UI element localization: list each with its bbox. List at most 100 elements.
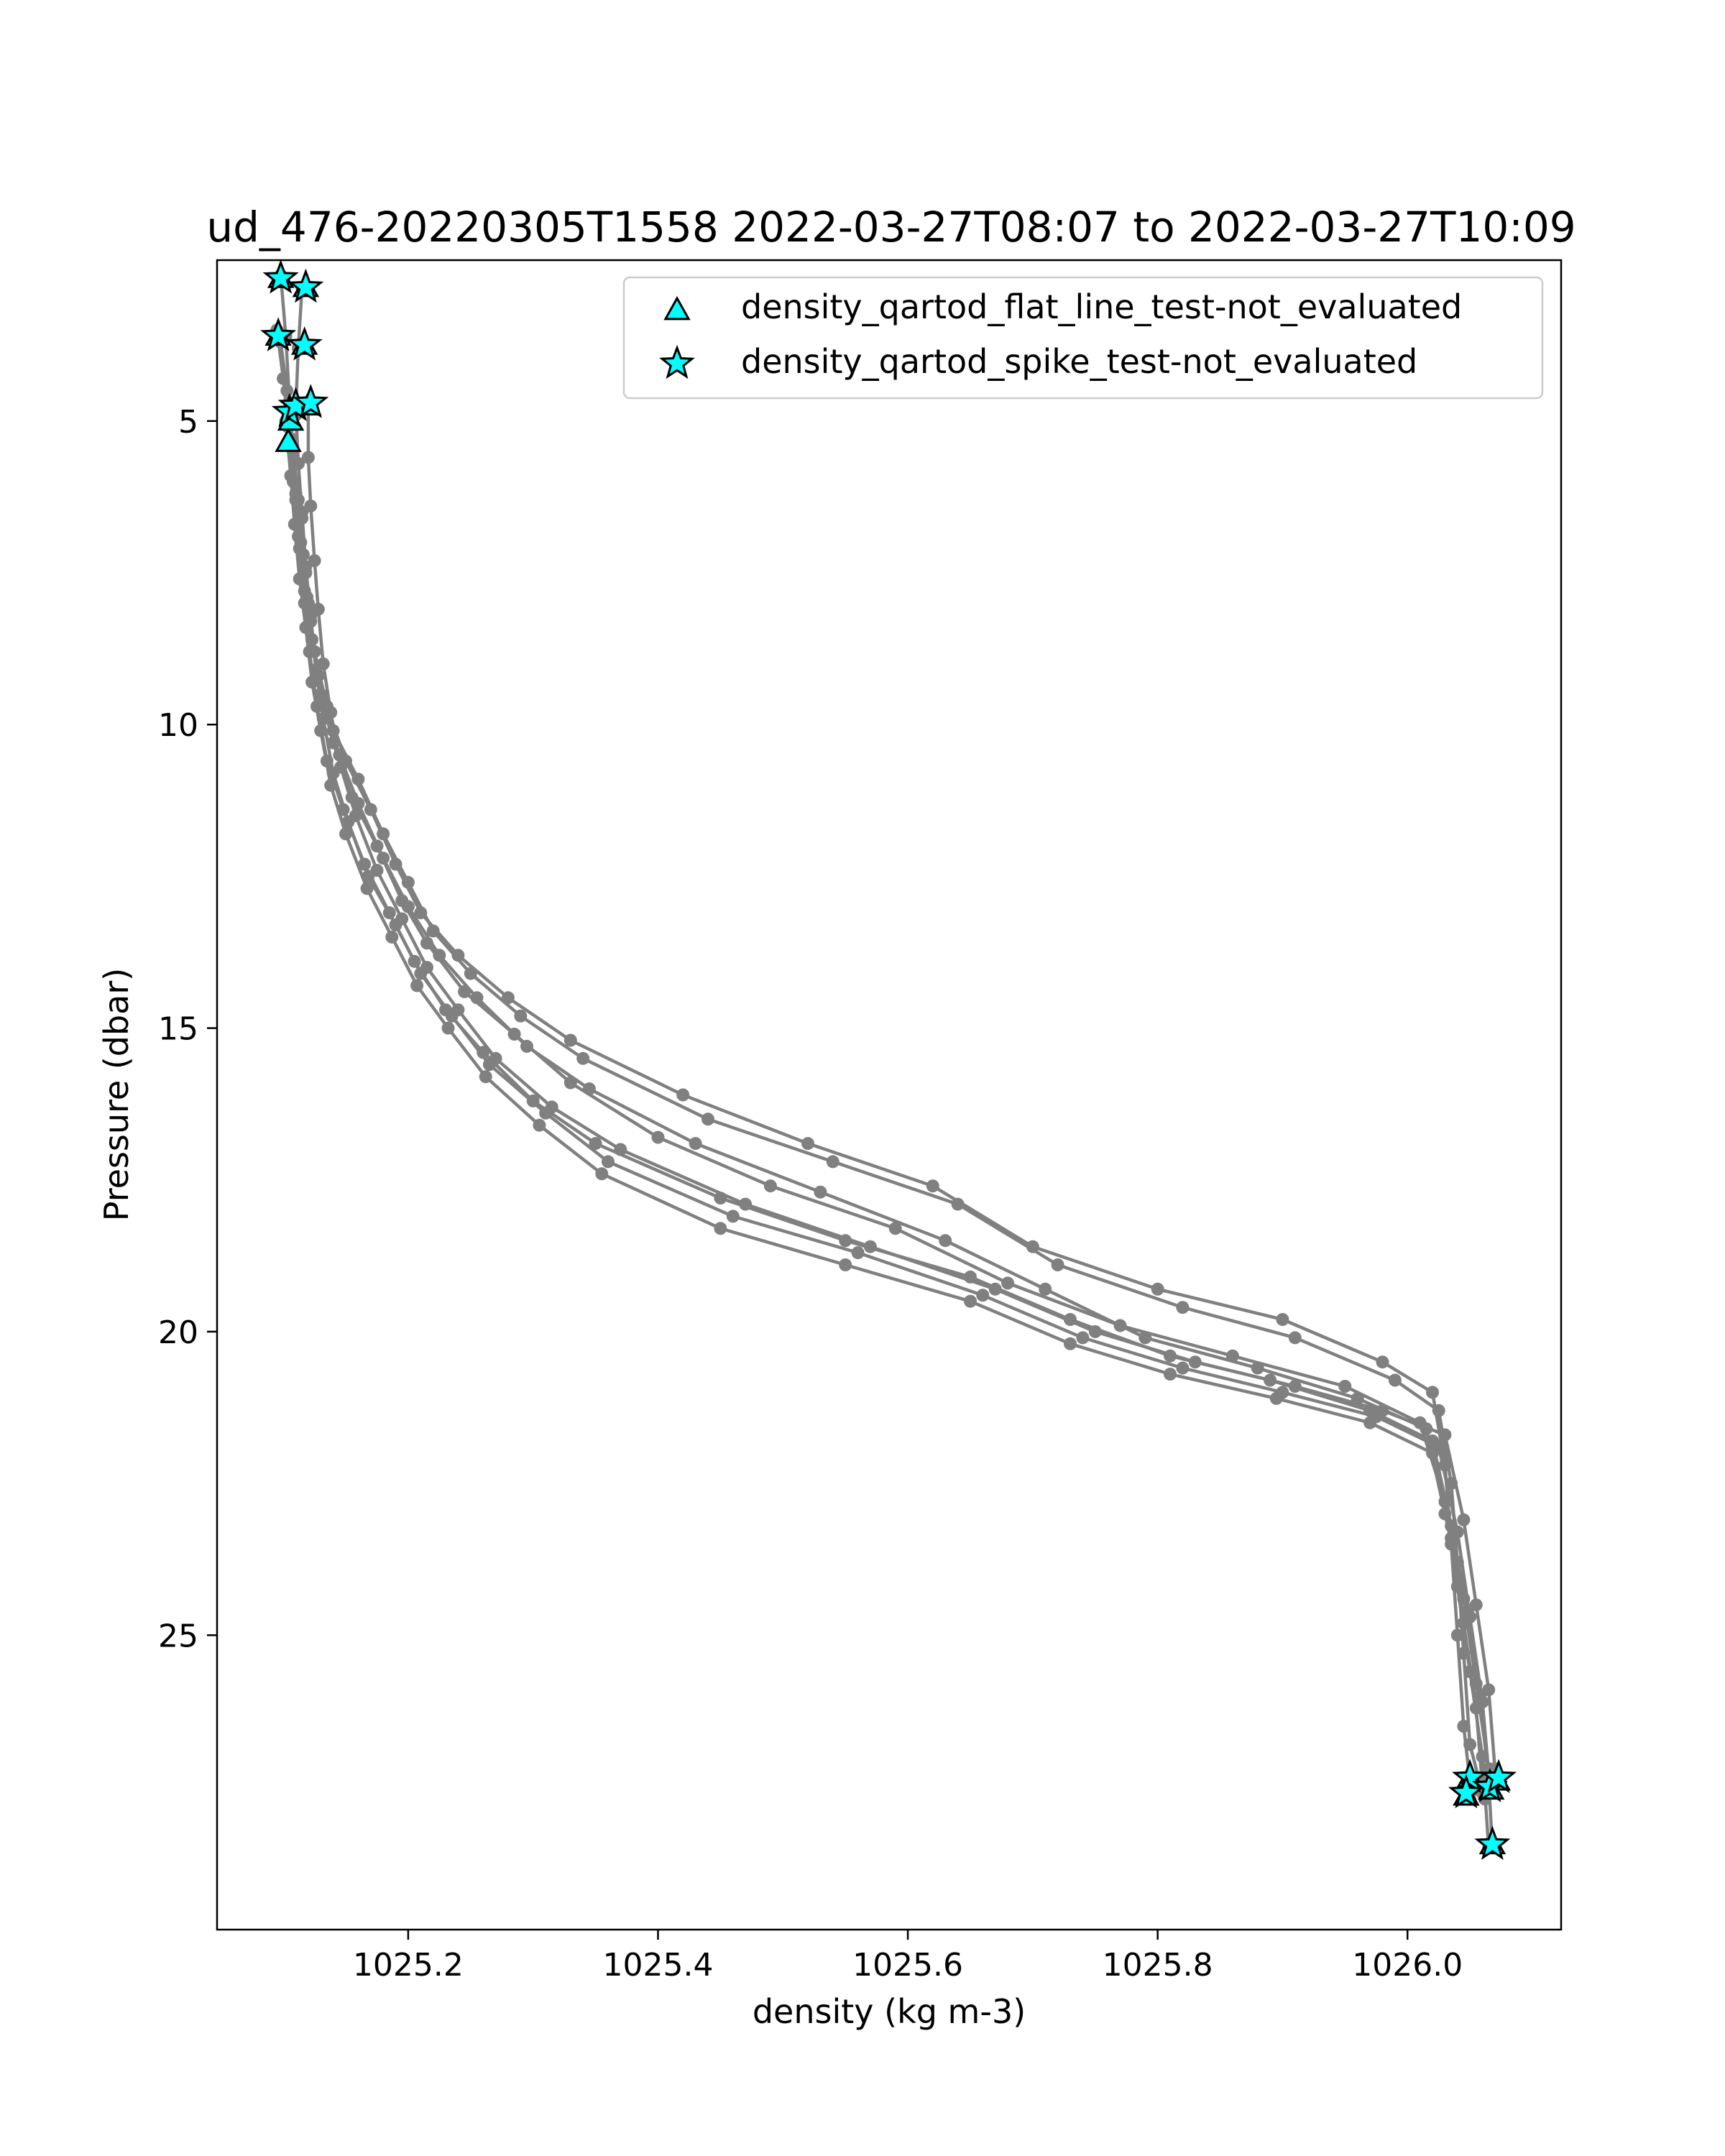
profile-point: [939, 1234, 952, 1248]
profile-point: [489, 1051, 502, 1065]
profile-point: [326, 724, 340, 737]
profile-point: [1164, 1349, 1177, 1363]
profile-point: [602, 1155, 615, 1169]
profile-point: [395, 912, 409, 926]
x-tick-label: 1026.0: [1352, 1947, 1463, 1984]
profile-point: [1376, 1355, 1389, 1369]
profile-point: [1457, 1513, 1471, 1526]
profile-point: [293, 542, 306, 556]
y-tick-label: 10: [158, 707, 198, 744]
legend-label-spike: density_qartod_spike_test-not_evaluated: [741, 342, 1417, 381]
profile-point: [311, 602, 325, 616]
chart-title: ud_476-20220305T1558 2022-03-27T08:07 to…: [206, 203, 1576, 252]
profile-point: [284, 469, 298, 482]
x-tick-label: 1025.6: [852, 1947, 963, 1984]
profile-point: [702, 1112, 714, 1126]
profile-point: [507, 1028, 521, 1041]
profile-point: [426, 924, 440, 938]
profile-point: [1288, 1380, 1302, 1393]
x-tick-label: 1025.4: [603, 1947, 714, 1984]
profile-point: [410, 979, 424, 992]
profile-point: [814, 1185, 827, 1199]
profile-point: [324, 778, 338, 792]
profile-point: [676, 1088, 690, 1102]
profile-point: [389, 857, 402, 871]
profile-point: [1076, 1331, 1090, 1345]
profile-point: [1469, 1701, 1483, 1715]
profile-point: [303, 645, 316, 658]
profile-point: [298, 596, 311, 610]
profile-point: [1445, 1477, 1458, 1491]
profile-point: [305, 633, 319, 646]
profile-line-5: [294, 415, 1492, 1800]
profile-point: [1151, 1282, 1164, 1296]
spike-marker: [286, 326, 323, 361]
profile-point: [714, 1192, 727, 1205]
profile-point: [324, 706, 338, 719]
profile-point: [401, 875, 415, 889]
profile-point: [1426, 1386, 1439, 1399]
profile-point: [377, 852, 390, 865]
profile-point: [349, 808, 362, 822]
profile-point: [351, 797, 365, 810]
profile-point: [545, 1100, 558, 1114]
profile-point: [1064, 1337, 1077, 1350]
profile-point: [689, 1137, 702, 1151]
profile-point: [1351, 1391, 1364, 1405]
plot-area: [260, 259, 1517, 1860]
profile-point: [1026, 1240, 1039, 1253]
profile-point: [964, 1270, 977, 1284]
profile-point: [582, 1082, 596, 1096]
profile-point: [451, 949, 465, 962]
profile-point: [739, 1197, 753, 1211]
profile-point: [1138, 1331, 1152, 1345]
legend: density_qartod_flat_line_test-not_evalua…: [622, 276, 1544, 400]
profile-point: [305, 676, 319, 689]
profile-point: [288, 517, 301, 531]
profile-point: [595, 1167, 609, 1181]
profile-point: [1064, 1313, 1077, 1326]
x-tick-label: 1025.2: [353, 1947, 464, 1984]
spike-marker: [288, 268, 324, 303]
profile-point: [839, 1258, 852, 1271]
spike-marker: [262, 259, 299, 294]
profile-point: [1251, 1361, 1264, 1375]
profile-point: [763, 1179, 777, 1193]
profile-point: [888, 1222, 902, 1235]
profile-point: [301, 451, 315, 464]
y-tick-label: 20: [158, 1314, 198, 1351]
flag-markers: [260, 259, 1517, 1860]
profile-point: [1264, 1373, 1277, 1387]
profile-point: [988, 1282, 1002, 1296]
profile-point: [1176, 1301, 1190, 1314]
x-tick-label: 1025.8: [1103, 1947, 1213, 1984]
profile-point: [1469, 1677, 1483, 1690]
profile-point: [1188, 1355, 1202, 1369]
profile-point: [1438, 1458, 1452, 1472]
profile-point: [336, 803, 350, 816]
y-axis-ticks: 5 10 15 20 25: [158, 404, 217, 1654]
profile-point: [564, 1076, 577, 1089]
profile-point: [976, 1289, 990, 1302]
profile-point: [1051, 1258, 1064, 1271]
profile-line-2: [275, 329, 1491, 1848]
profile-point: [714, 1222, 727, 1235]
y-tick-label: 5: [178, 404, 198, 441]
profile-point: [414, 906, 428, 920]
spike-marker: [1474, 1825, 1511, 1860]
profile-point: [1039, 1282, 1052, 1296]
profile-point: [1445, 1531, 1458, 1545]
profile-point: [358, 857, 372, 871]
profile-point: [851, 1246, 865, 1260]
spike-marker: [293, 384, 329, 418]
profile-point: [1363, 1416, 1377, 1429]
profile-point: [501, 991, 515, 1005]
profile-point: [1450, 1628, 1464, 1642]
profile-point: [280, 384, 294, 397]
profile-lines: [275, 275, 1499, 1848]
profile-point: [726, 1210, 740, 1223]
profile-point: [964, 1294, 977, 1308]
profile-point: [326, 736, 340, 750]
profile-point: [1225, 1349, 1239, 1363]
